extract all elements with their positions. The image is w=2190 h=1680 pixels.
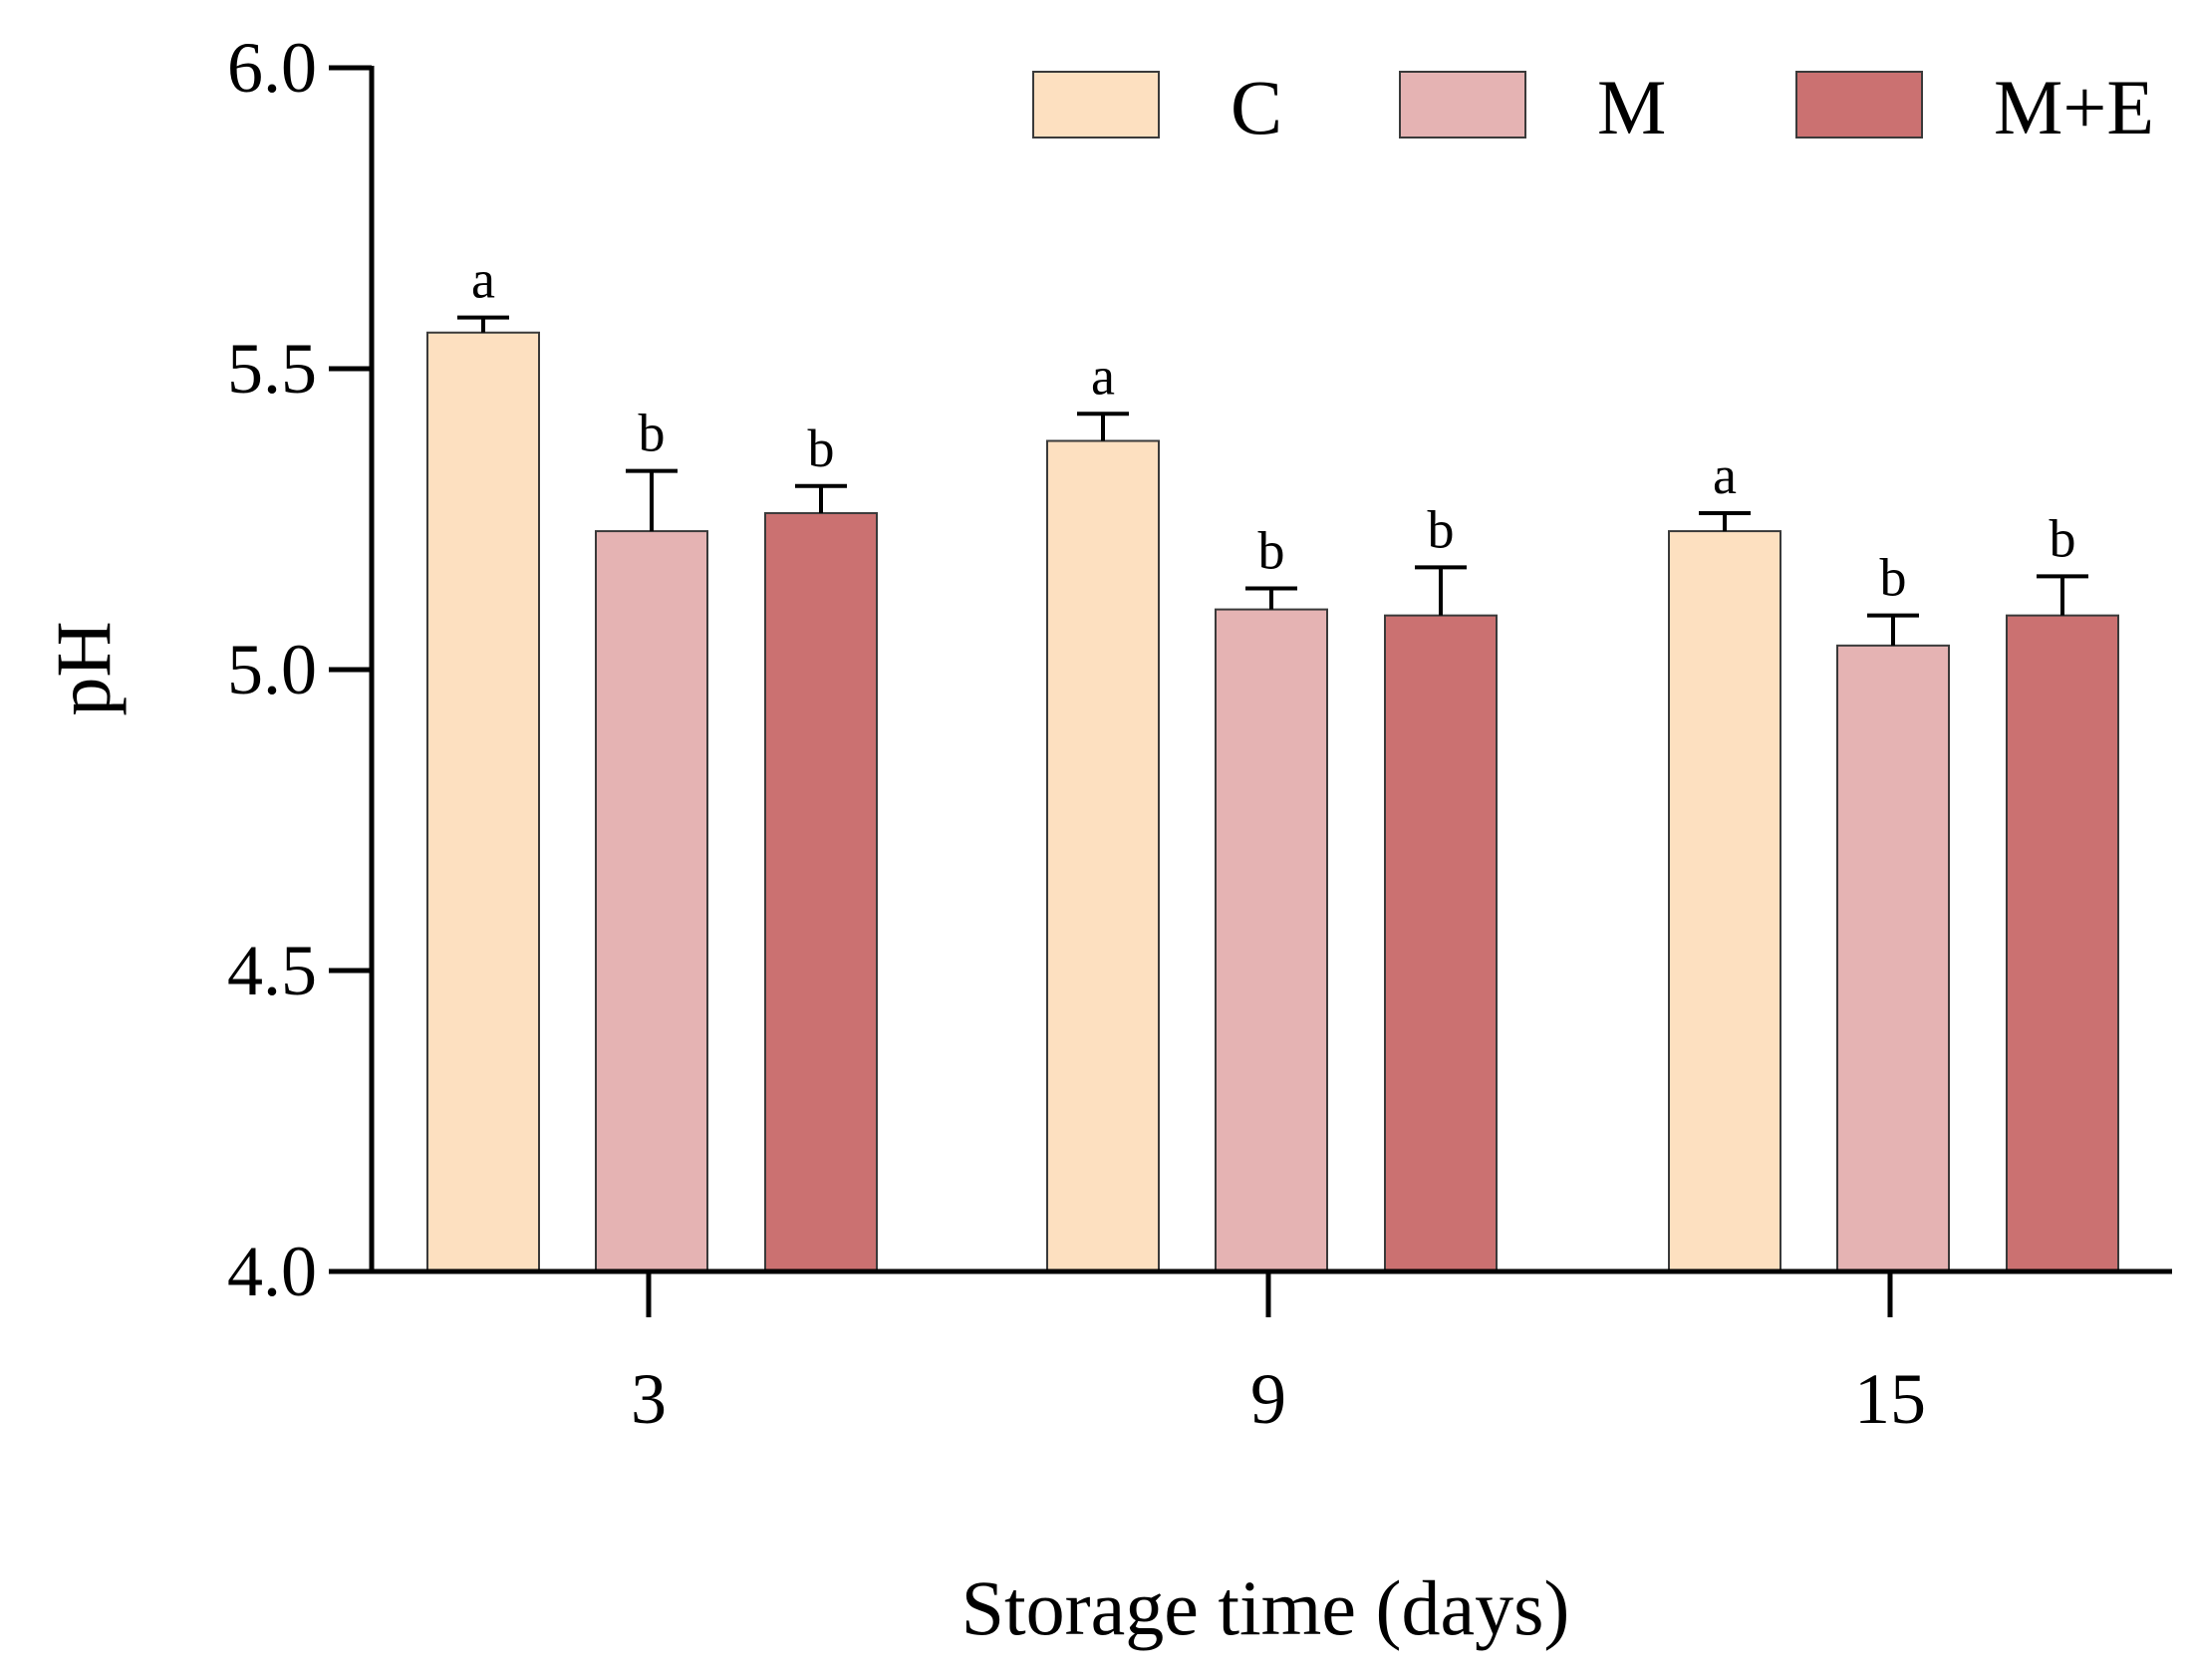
significance-label: b: [1258, 520, 1285, 580]
bar-m-e-day-9: [1384, 614, 1498, 1272]
significance-label: a: [1713, 445, 1737, 505]
legend-swatch-m-e: [1795, 71, 1923, 139]
y-tick-label: 4.0: [227, 1232, 317, 1311]
legend-swatch-m: [1399, 71, 1526, 139]
y-tick-label: 5.0: [227, 630, 317, 709]
bar-c-day-9: [1046, 439, 1160, 1273]
bar-m-day-3: [595, 530, 708, 1272]
legend-label: M+E: [1994, 64, 2154, 150]
error-bars-layer: [457, 315, 2088, 646]
significance-labels-layer: a a a b b b b b b: [471, 250, 2075, 608]
y-tick-label: 6.0: [227, 28, 317, 108]
y-axis-ticks: 4.0 4.5 5.0 5.5 6.0: [227, 28, 372, 1311]
significance-label: a: [1091, 346, 1115, 406]
bar-m-e-day-15: [2006, 614, 2119, 1272]
y-axis-title: pH: [40, 621, 127, 715]
significance-label: b: [2050, 508, 2076, 568]
bar-c-day-15: [1668, 530, 1781, 1272]
legend-swatch-c: [1032, 71, 1160, 139]
x-tick-label: 15: [1854, 1359, 1926, 1439]
bar-m-day-9: [1215, 608, 1328, 1272]
significance-label: b: [1428, 499, 1455, 559]
significance-label: b: [808, 419, 835, 478]
significance-label: a: [471, 250, 495, 310]
bar-m-day-15: [1836, 644, 1950, 1272]
bars-layer: [426, 331, 2119, 1273]
y-tick-label: 5.5: [227, 329, 317, 409]
legend: C M M+E: [1032, 64, 2154, 150]
x-tick-label: 9: [1250, 1359, 1286, 1439]
x-tick-label: 3: [631, 1359, 667, 1439]
significance-label: b: [639, 404, 666, 463]
x-axis-title: Storage time (days): [961, 1564, 1570, 1651]
y-tick-label: 4.5: [227, 931, 317, 1010]
x-axis-ticks: 3 9 15: [631, 1271, 1926, 1439]
legend-label: M: [1597, 64, 1666, 150]
significance-label: b: [1880, 548, 1907, 608]
legend-label: C: [1231, 64, 1282, 150]
bar-c-day-3: [426, 331, 540, 1272]
bar-m-e-day-3: [764, 511, 878, 1272]
